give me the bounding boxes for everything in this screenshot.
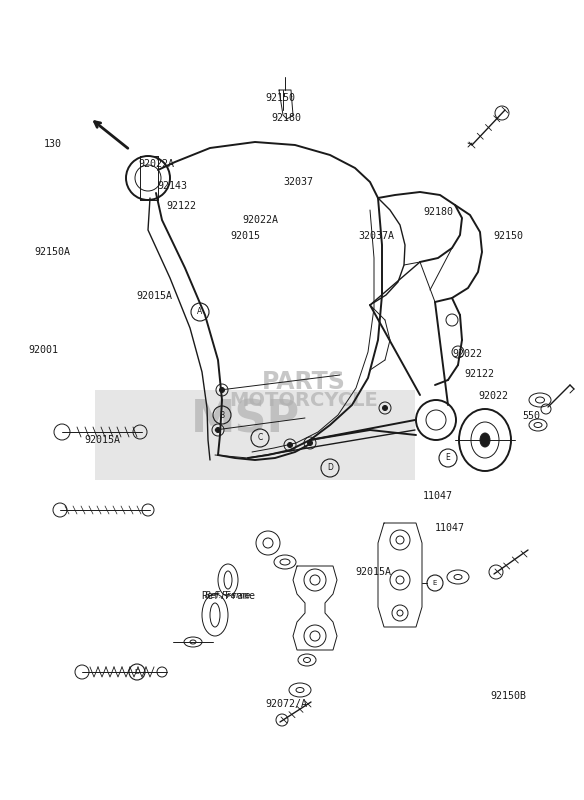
Text: C: C [258, 434, 263, 442]
FancyBboxPatch shape [95, 390, 415, 480]
Text: 92180: 92180 [423, 207, 453, 217]
Circle shape [287, 442, 293, 447]
Text: 32037: 32037 [283, 178, 313, 187]
Text: 92022: 92022 [478, 391, 509, 401]
Text: Ref.Frame: Ref.Frame [201, 591, 255, 601]
Text: 11047: 11047 [434, 523, 465, 533]
Text: D: D [327, 463, 333, 473]
Text: E: E [433, 580, 437, 586]
Text: 92122: 92122 [464, 370, 494, 379]
Text: B: B [220, 410, 225, 419]
Circle shape [220, 387, 224, 393]
Text: 92015A: 92015A [137, 291, 173, 301]
Circle shape [383, 406, 388, 410]
Text: 92001: 92001 [29, 346, 59, 355]
Text: A: A [197, 307, 203, 317]
Text: 92180: 92180 [271, 114, 301, 123]
Text: MSP: MSP [190, 398, 300, 442]
Text: 92072/A: 92072/A [265, 699, 307, 709]
Text: E: E [446, 454, 450, 462]
Text: 92022: 92022 [452, 349, 482, 358]
Text: 92015A: 92015A [356, 567, 392, 577]
Text: 92143: 92143 [157, 181, 187, 190]
Ellipse shape [480, 433, 490, 447]
Text: 92150A: 92150A [34, 247, 71, 257]
Text: 92015A: 92015A [84, 435, 120, 445]
Text: 92150B: 92150B [490, 691, 526, 701]
Circle shape [215, 427, 221, 433]
Circle shape [308, 441, 312, 446]
Text: 92015: 92015 [230, 231, 260, 241]
Text: 92122: 92122 [166, 202, 196, 211]
Text: 11047: 11047 [423, 491, 453, 501]
Text: MOTORCYCLE: MOTORCYCLE [230, 390, 378, 410]
Text: 92150: 92150 [265, 93, 296, 102]
Text: 32037A: 32037A [359, 231, 395, 241]
Text: 130: 130 [44, 139, 61, 149]
Text: Ref.Frame: Ref.Frame [204, 591, 251, 601]
Text: 550: 550 [523, 411, 540, 421]
Text: 92150: 92150 [493, 231, 523, 241]
Text: D: D [134, 669, 140, 675]
Text: 92022A: 92022A [242, 215, 278, 225]
Text: PARTS: PARTS [262, 370, 346, 394]
Text: 92022A: 92022A [138, 159, 175, 169]
